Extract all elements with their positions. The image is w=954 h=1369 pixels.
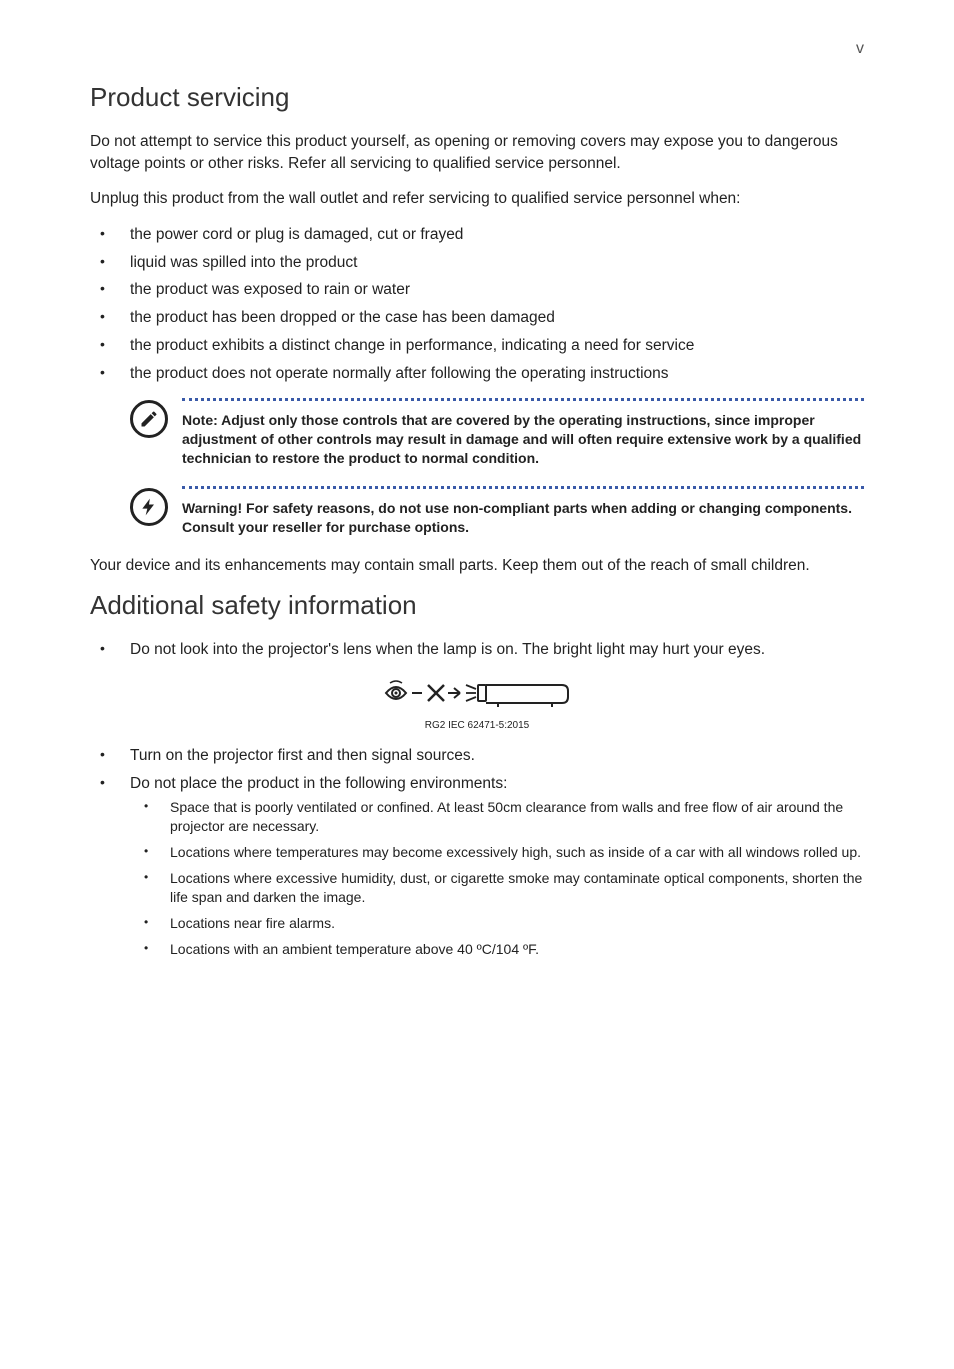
para-small-parts: Your device and its enhancements may con… [90, 555, 864, 577]
heading-product-servicing: Product servicing [90, 82, 864, 113]
pen-icon [139, 409, 159, 429]
para-unplug-when: Unplug this product from the wall outlet… [90, 188, 864, 210]
list-item: Turn on the projector first and then sig… [90, 745, 864, 767]
list-item: the product does not operate normally af… [90, 363, 864, 385]
note-text: Note: Adjust only those controls that ar… [182, 411, 864, 468]
list-item: Locations with an ambient temperature ab… [130, 940, 864, 959]
list-item: Do not look into the projector's lens wh… [90, 639, 864, 661]
note-block-controls: Note: Adjust only those controls that ar… [130, 398, 864, 468]
list-item: the product has been dropped or the case… [90, 307, 864, 329]
lightning-icon [139, 497, 159, 517]
dotted-divider [182, 486, 864, 489]
warning-icon [130, 486, 174, 537]
list-item-text: Do not place the product in the followin… [130, 775, 507, 792]
do-not-look-icon [382, 675, 572, 713]
list-item: the product was exposed to rain or water [90, 279, 864, 301]
list-item: Locations where temperatures may become … [130, 843, 864, 862]
safety-list: Do not look into the projector's lens wh… [90, 639, 864, 661]
list-item: Locations near fire alarms. [130, 914, 864, 933]
warning-text: Warning! For safety reasons, do not use … [182, 499, 864, 537]
list-item: Space that is poorly ventilated or confi… [130, 798, 864, 836]
environment-sublist: Space that is poorly ventilated or confi… [130, 798, 864, 958]
list-item: the product exhibits a distinct change i… [90, 335, 864, 357]
warning-block: Warning! For safety reasons, do not use … [130, 486, 864, 537]
note-icon [130, 398, 174, 468]
servicing-conditions-list: the power cord or plug is damaged, cut o… [90, 224, 864, 384]
page-number: v [90, 40, 864, 58]
heading-additional-safety: Additional safety information [90, 590, 864, 621]
rg2-caption: RG2 IEC 62471-5:2015 [90, 720, 864, 731]
list-item: liquid was spilled into the product [90, 252, 864, 274]
dotted-divider [182, 398, 864, 401]
list-item: Do not place the product in the followin… [90, 773, 864, 959]
rg2-diagram: RG2 IEC 62471-5:2015 [90, 675, 864, 731]
para-servicing-intro: Do not attempt to service this product y… [90, 131, 864, 174]
safety-list-2: Turn on the projector first and then sig… [90, 745, 864, 959]
list-item: the power cord or plug is damaged, cut o… [90, 224, 864, 246]
list-item: Locations where excessive humidity, dust… [130, 869, 864, 907]
